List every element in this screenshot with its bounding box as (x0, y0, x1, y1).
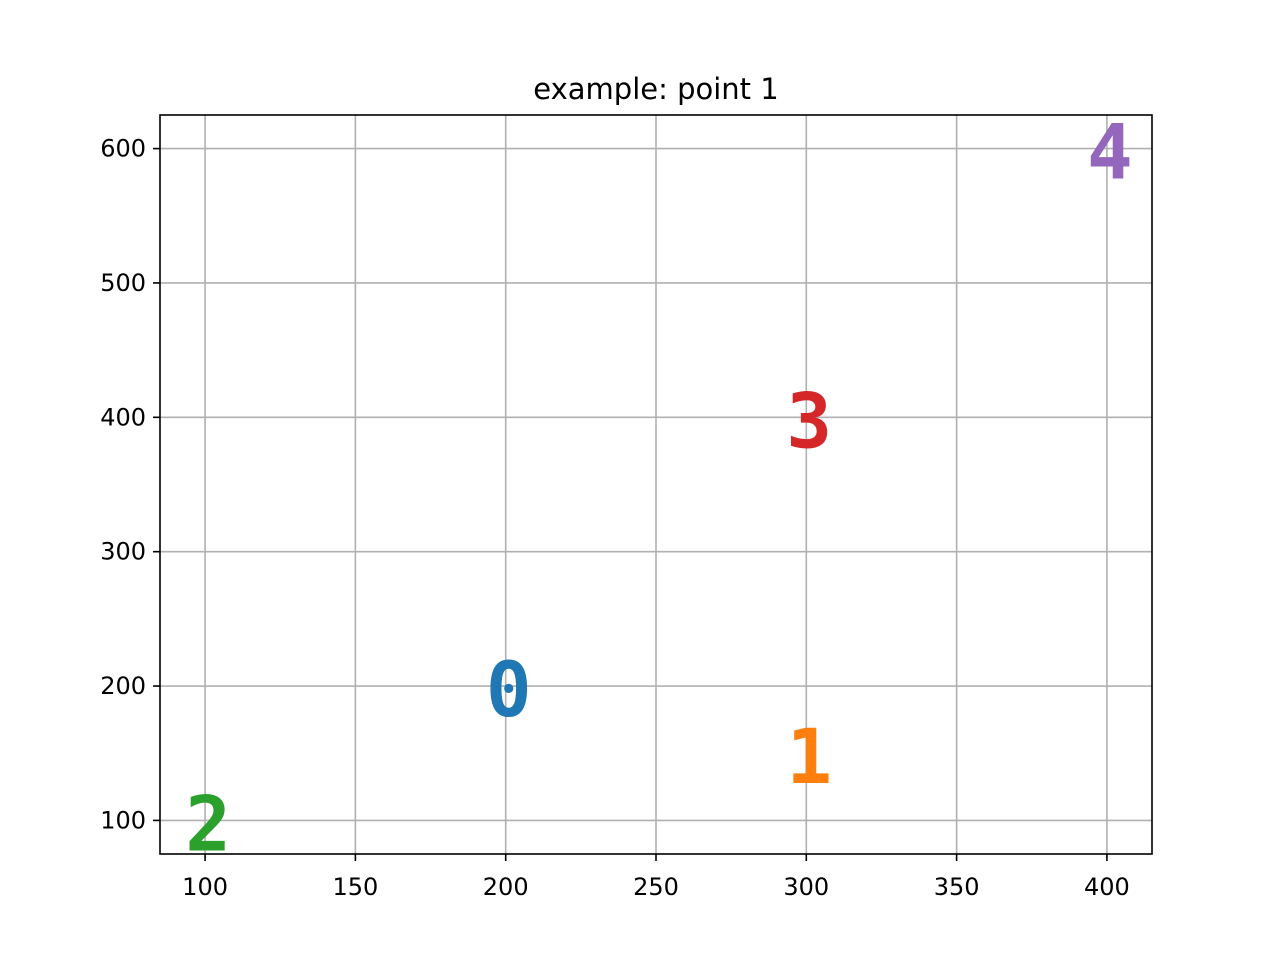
grid (160, 115, 1152, 854)
tick-labels: 100 150 200 250 300 350 400 100 200 300 400 500 600 (100, 135, 1130, 901)
point-label-4: 4 (1087, 108, 1133, 197)
y-tick-label: 200 (100, 672, 146, 700)
x-tick-label: 100 (182, 873, 228, 901)
x-tick-label: 300 (783, 873, 829, 901)
point-label-0: 0 (486, 645, 532, 734)
point-label-2: 2 (185, 779, 231, 868)
x-tick-label: 350 (934, 873, 980, 901)
y-tick-label: 100 (100, 806, 146, 834)
x-tick-label: 200 (483, 873, 529, 901)
axis-ticks (153, 147, 1108, 861)
y-tick-label: 500 (100, 269, 146, 297)
x-tick-label: 400 (1084, 873, 1130, 901)
axes-frame (159, 114, 1153, 855)
y-tick-label: 300 (100, 538, 146, 566)
x-tick-label: 250 (633, 873, 679, 901)
point-label-1: 1 (786, 712, 832, 801)
y-tick-label: 600 (100, 135, 146, 163)
y-tick-label: 400 (100, 403, 146, 431)
chart-title: example: point 1 (533, 72, 778, 106)
point-label-3: 3 (786, 376, 832, 465)
x-tick-label: 150 (332, 873, 378, 901)
